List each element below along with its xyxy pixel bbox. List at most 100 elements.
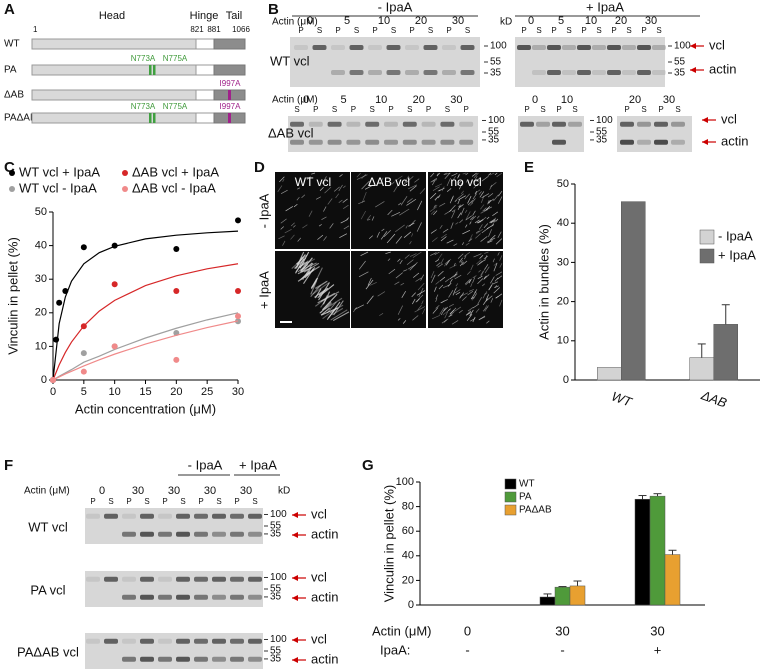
- arrow-head: [292, 657, 298, 663]
- band: [386, 70, 401, 75]
- label: P: [313, 105, 318, 114]
- fiber: [404, 254, 410, 259]
- fiber: [490, 234, 496, 241]
- fiber: [484, 264, 489, 270]
- fiber: [406, 198, 417, 206]
- fiber: [437, 253, 443, 261]
- fiber: [467, 195, 472, 204]
- label: S: [317, 26, 322, 35]
- fiber: [444, 172, 451, 180]
- hinge-domain: [195, 112, 215, 124]
- head-domain: [31, 112, 197, 124]
- fiber: [409, 219, 416, 227]
- fiber: [405, 176, 414, 184]
- label: P: [351, 105, 356, 114]
- fiber: [457, 174, 460, 179]
- label: 1066: [232, 25, 250, 34]
- label: 30: [204, 485, 216, 497]
- band: [290, 121, 304, 127]
- band: [652, 70, 666, 75]
- fiber: [430, 271, 435, 279]
- label: S: [445, 105, 450, 114]
- fiber: [375, 201, 385, 208]
- fiber: [471, 198, 476, 204]
- fiber: [459, 182, 463, 190]
- band: [312, 45, 327, 50]
- gel: [290, 37, 480, 87]
- label: P: [388, 105, 393, 114]
- fiber: [398, 202, 402, 206]
- fiber: [478, 269, 481, 273]
- band: [346, 121, 361, 127]
- label: S: [144, 497, 149, 506]
- band: [104, 576, 118, 582]
- fiber: [449, 279, 453, 284]
- fiber: [321, 176, 327, 184]
- panel-label: A: [4, 1, 15, 18]
- label: ΔAB vcl: [368, 175, 410, 189]
- fiber: [459, 261, 464, 267]
- fiber: [481, 175, 489, 182]
- band: [365, 121, 380, 127]
- band: [104, 513, 118, 519]
- band: [86, 638, 100, 644]
- label: + IpaA: [239, 457, 277, 472]
- fiber: [468, 288, 475, 292]
- legend-swatch: [699, 229, 715, 245]
- band: [122, 656, 136, 662]
- fiber: [461, 242, 465, 246]
- arrow-head: [690, 67, 696, 73]
- head-domain: [31, 89, 197, 101]
- fiber: [403, 175, 410, 186]
- band: [607, 45, 621, 50]
- fiber: [391, 181, 395, 185]
- fiber: [483, 305, 488, 312]
- legend-marker: [122, 170, 128, 176]
- label: 100: [270, 509, 287, 520]
- fiber: [450, 195, 454, 201]
- label: S: [540, 105, 545, 114]
- fiber: [411, 292, 416, 298]
- label: vcl: [311, 569, 327, 584]
- fiber: [433, 204, 436, 209]
- fiber: [493, 263, 498, 272]
- point: [80, 244, 87, 251]
- fiber: [354, 304, 364, 310]
- label: 55: [490, 57, 502, 68]
- label: P: [551, 26, 556, 35]
- y-tick-label: 0: [41, 374, 47, 386]
- band: [212, 594, 226, 600]
- label: 100: [490, 41, 507, 52]
- fiber: [343, 204, 349, 210]
- fiber: [299, 270, 314, 281]
- label: S: [626, 26, 631, 35]
- construct-label: WT: [4, 39, 20, 50]
- x-tick-label: WT: [610, 388, 635, 409]
- band: [308, 121, 323, 127]
- fiber: [490, 298, 494, 303]
- fiber: [444, 258, 452, 265]
- band: [194, 531, 208, 537]
- label: Actin (μM): [272, 17, 318, 28]
- tail-domain: [213, 64, 246, 76]
- fiber: [470, 318, 476, 322]
- fiber: [417, 305, 422, 311]
- x-tick-label: -: [560, 642, 564, 657]
- fiber: [314, 289, 326, 298]
- fiber: [457, 205, 461, 211]
- label: P: [581, 26, 586, 35]
- label: 30: [452, 15, 464, 27]
- fiber: [459, 257, 463, 263]
- label: Actin (μM): [24, 486, 70, 497]
- label: 100: [270, 634, 287, 645]
- fiber: [497, 196, 503, 204]
- fiber: [487, 240, 493, 244]
- panel-label: D: [254, 159, 265, 176]
- y-tick-label: 20: [402, 574, 414, 586]
- y-tick-label: 100: [396, 476, 414, 488]
- band: [194, 513, 208, 519]
- fiber: [451, 210, 456, 219]
- fiber: [322, 293, 338, 311]
- band: [547, 45, 561, 50]
- y-tick-label: 40: [402, 550, 414, 562]
